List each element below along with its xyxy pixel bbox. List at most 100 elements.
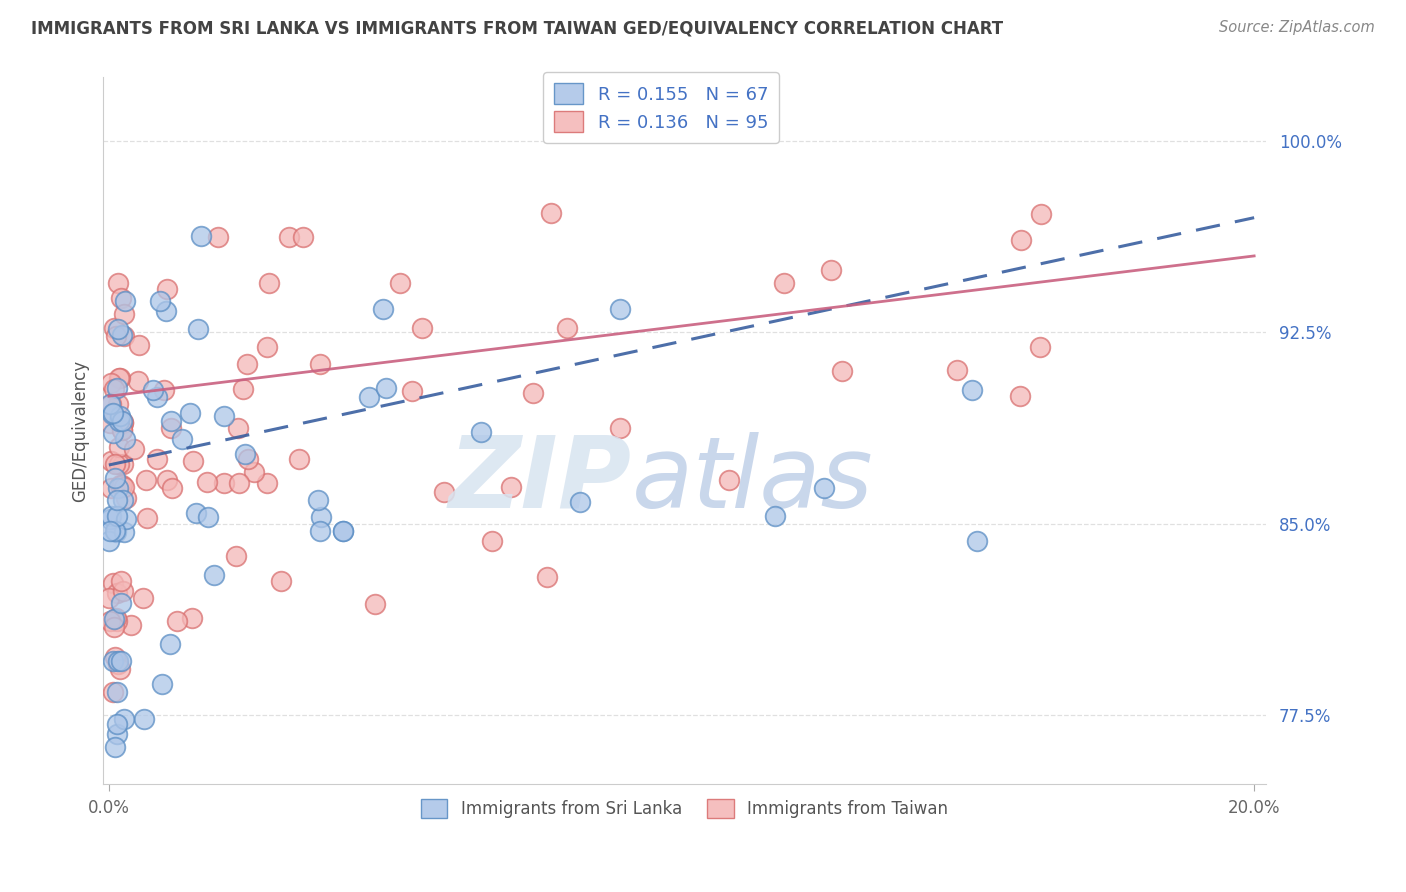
Point [104, 524, 127, 538]
Point [160, 420, 183, 434]
Point [481, 534, 503, 549]
Point [179, 406, 201, 420]
Point [132, 712, 155, 726]
Point [103, 685, 125, 699]
Point [104, 470, 127, 484]
Point [105, 586, 128, 600]
Point [1010, 233, 1032, 247]
Point [111, 423, 134, 437]
Text: IMMIGRANTS FROM SRI LANKA VS IMMIGRANTS FROM TAIWAN GED/EQUIVALENCY CORRELATION : IMMIGRANTS FROM SRI LANKA VS IMMIGRANTS … [31, 20, 1002, 37]
Point [522, 386, 544, 401]
Point [98, 512, 121, 526]
Point [135, 511, 157, 525]
Point [108, 440, 131, 454]
Point [108, 371, 131, 385]
Point [772, 276, 794, 290]
Point [100, 396, 122, 410]
Point [110, 291, 132, 305]
Point [114, 432, 136, 446]
Point [105, 611, 128, 625]
Point [181, 454, 204, 468]
Point [536, 570, 558, 584]
Point [332, 524, 354, 538]
Point [110, 654, 132, 668]
Point [256, 340, 278, 354]
Point [122, 442, 145, 456]
Point [388, 276, 411, 290]
Point [371, 302, 394, 317]
Point [228, 476, 250, 491]
Point [150, 677, 173, 691]
Point [107, 657, 129, 671]
Point [105, 717, 128, 731]
Point [121, 617, 143, 632]
Point [433, 485, 456, 500]
Point [114, 491, 136, 506]
Point [470, 425, 492, 439]
Point [112, 480, 135, 494]
Point [111, 493, 134, 508]
Point [98, 534, 121, 549]
Point [946, 363, 969, 377]
Point [278, 229, 301, 244]
Point [107, 654, 129, 668]
Point [501, 480, 523, 494]
Point [101, 425, 124, 440]
Point [308, 357, 330, 371]
Point [146, 452, 169, 467]
Point [307, 493, 329, 508]
Point [105, 381, 128, 395]
Point [270, 574, 292, 589]
Point [170, 432, 193, 446]
Point [374, 381, 396, 395]
Point [212, 476, 235, 491]
Point [101, 575, 124, 590]
Point [104, 649, 127, 664]
Point [101, 408, 124, 422]
Point [202, 568, 225, 582]
Point [813, 481, 835, 495]
Point [107, 508, 129, 523]
Point [103, 382, 125, 396]
Point [243, 465, 266, 479]
Point [166, 615, 188, 629]
Point [111, 414, 134, 428]
Point [103, 620, 125, 634]
Point [159, 414, 181, 428]
Point [156, 473, 179, 487]
Point [207, 230, 229, 244]
Point [105, 615, 128, 629]
Point [111, 477, 134, 491]
Point [225, 549, 247, 564]
Point [411, 321, 433, 335]
Point [135, 473, 157, 487]
Point [960, 383, 983, 397]
Point [105, 727, 128, 741]
Point [540, 206, 562, 220]
Point [114, 712, 136, 726]
Text: ZIP: ZIP [449, 432, 633, 529]
Point [184, 506, 207, 520]
Point [309, 509, 332, 524]
Point [112, 328, 135, 343]
Point [291, 229, 314, 244]
Point [112, 417, 135, 431]
Point [98, 524, 121, 538]
Point [257, 276, 280, 290]
Point [187, 322, 209, 336]
Point [145, 390, 167, 404]
Point [111, 327, 134, 342]
Point [236, 452, 259, 467]
Point [114, 525, 136, 540]
Point [195, 475, 218, 489]
Point [149, 293, 172, 308]
Point [1010, 389, 1032, 403]
Point [401, 384, 423, 398]
Point [110, 574, 132, 589]
Point [111, 423, 134, 437]
Point [103, 406, 125, 420]
Point [233, 446, 256, 460]
Point [288, 452, 311, 467]
Point [104, 458, 127, 472]
Point [763, 508, 786, 523]
